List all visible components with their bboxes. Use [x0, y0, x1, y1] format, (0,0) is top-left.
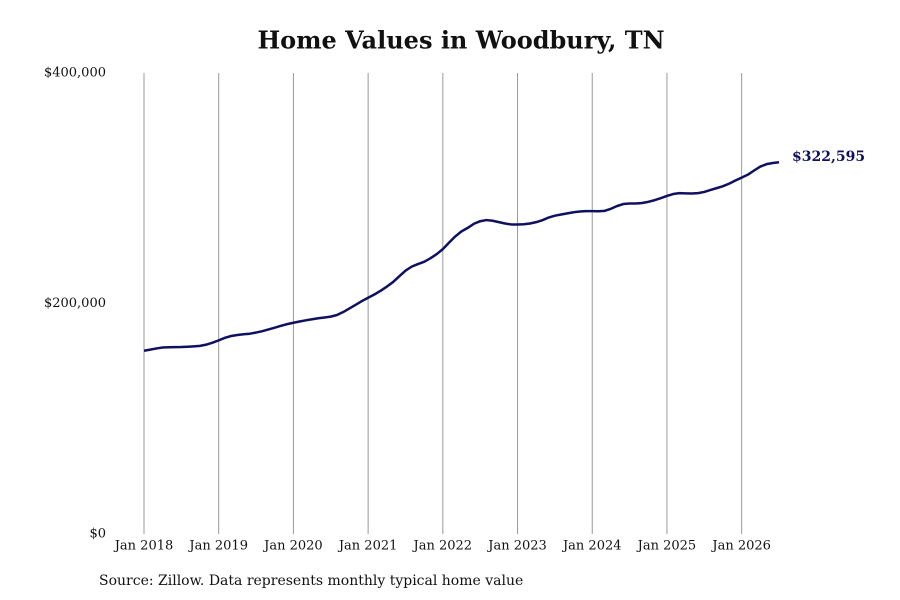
x-tick-label: Jan 2025	[636, 539, 697, 554]
y-tick-label: $0	[89, 527, 106, 542]
x-tick-label: Jan 2021	[337, 539, 398, 554]
data-label: $322,595	[792, 149, 865, 165]
source-note: Source: Zillow. Data represents monthly …	[99, 573, 523, 589]
x-tick-label: Jan 2023	[486, 539, 547, 554]
x-tick-label: Jan 2024	[561, 539, 622, 554]
line	[143, 160, 780, 352]
x-tick-label: Jan 2026	[710, 539, 771, 554]
x-tick-label: Jan 2018	[113, 539, 174, 554]
y-tick-label: $400,000	[44, 66, 106, 81]
x-tick-label: Jan 2019	[187, 539, 248, 554]
x-tick-label: Jan 2022	[412, 539, 473, 554]
y-tick-label: $200,000	[44, 296, 106, 311]
x-tick-label: Jan 2020	[262, 539, 323, 554]
chart-title: Home Values in Woodbury, TN	[257, 26, 664, 55]
